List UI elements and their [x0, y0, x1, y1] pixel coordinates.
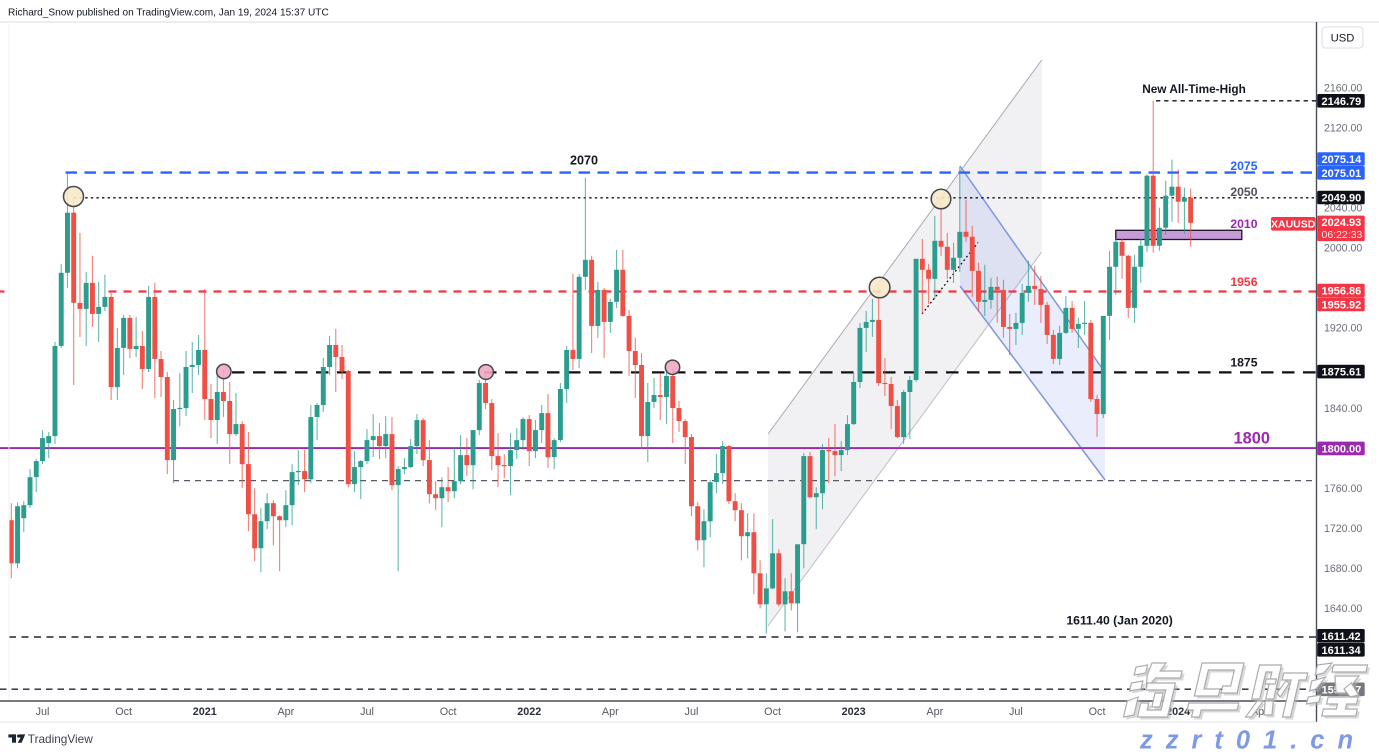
svg-text:1680.00: 1680.00: [1324, 563, 1362, 575]
svg-text:2021: 2021: [193, 706, 217, 718]
svg-text:1800.00: 1800.00: [1322, 443, 1362, 455]
svg-text:2040.00: 2040.00: [1324, 203, 1362, 215]
svg-text:Oct: Oct: [115, 706, 132, 718]
svg-text:1800: 1800: [1234, 430, 1270, 448]
svg-text:zzrt01.cn: zzrt01.cn: [1139, 727, 1366, 754]
svg-text:2023: 2023: [842, 706, 866, 718]
svg-text:1920.00: 1920.00: [1324, 323, 1362, 335]
svg-text:1956: 1956: [1230, 275, 1257, 289]
svg-text:Jul: Jul: [360, 706, 374, 718]
svg-text:XAUUSD: XAUUSD: [1271, 219, 1316, 231]
svg-text:2000.00: 2000.00: [1324, 243, 1362, 255]
svg-text:Apr: Apr: [277, 706, 294, 718]
svg-text:New All-Time-High: New All-Time-High: [1142, 82, 1246, 96]
svg-text:USD: USD: [1331, 33, 1355, 45]
svg-text:2024.93: 2024.93: [1322, 217, 1362, 229]
svg-text:1875.61: 1875.61: [1322, 367, 1362, 379]
svg-text:1760.00: 1760.00: [1324, 483, 1362, 495]
svg-text:2075: 2075: [1230, 159, 1257, 173]
svg-text:2022: 2022: [517, 706, 541, 718]
svg-text:Jul: Jul: [685, 706, 699, 718]
svg-text:1640.00: 1640.00: [1324, 603, 1362, 615]
svg-text:2049.90: 2049.90: [1322, 193, 1362, 205]
svg-text:1611.34: 1611.34: [1322, 645, 1362, 657]
svg-text:2075.14: 2075.14: [1322, 154, 1363, 166]
svg-text:2120.00: 2120.00: [1324, 122, 1362, 134]
svg-text:Jul: Jul: [1009, 706, 1023, 718]
svg-text:TradingView: TradingView: [28, 732, 93, 746]
svg-text:06:22:33: 06:22:33: [1322, 229, 1363, 241]
svg-text:1720.00: 1720.00: [1324, 523, 1362, 535]
svg-text:1840.00: 1840.00: [1324, 403, 1362, 415]
svg-text:2070: 2070: [570, 154, 598, 168]
svg-text:1875: 1875: [1230, 356, 1257, 370]
svg-text:2146.79: 2146.79: [1322, 96, 1362, 108]
svg-text:1955.92: 1955.92: [1322, 299, 1362, 311]
svg-text:2010: 2010: [1230, 217, 1257, 231]
svg-text:Oct: Oct: [440, 706, 457, 718]
svg-text:Jul: Jul: [36, 706, 50, 718]
svg-text:2075.01: 2075.01: [1322, 168, 1362, 180]
svg-text:1611.42: 1611.42: [1322, 631, 1361, 643]
svg-text:2050: 2050: [1230, 185, 1257, 199]
svg-text:1611.40 (Jan 2020): 1611.40 (Jan 2020): [1066, 614, 1172, 628]
svg-text:Apr: Apr: [602, 706, 619, 718]
svg-text:1956.86: 1956.86: [1322, 286, 1362, 298]
svg-text:Apr: Apr: [926, 706, 943, 718]
svg-text:2160.00: 2160.00: [1324, 82, 1362, 94]
svg-text:Richard_Snow published on Trad: Richard_Snow published on TradingView.co…: [8, 8, 329, 19]
svg-text:Oct: Oct: [1089, 706, 1106, 718]
svg-text:Oct: Oct: [764, 706, 781, 718]
